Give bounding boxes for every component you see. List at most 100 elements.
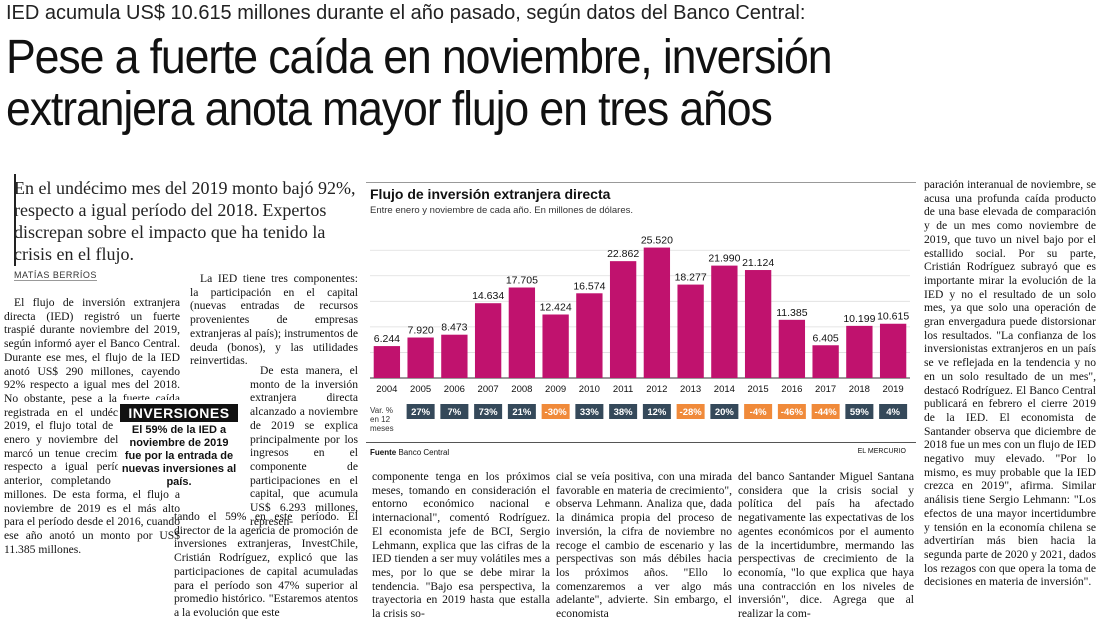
tick-label-2005: 2005 [410, 384, 431, 395]
variation-label-2009: -30% [545, 407, 568, 418]
value-label-2010: 16.574 [573, 280, 605, 292]
variation-label-2011: 38% [614, 407, 634, 418]
variation-box-2018 [845, 404, 874, 419]
variation-label-2019: 4% [886, 407, 900, 418]
value-label-2012: 25.520 [641, 235, 673, 247]
chart-plot: 6.244 2004 7.920 2005 8.473 2006 14.634 2007 17.… [370, 235, 910, 419]
tick-label-2004: 2004 [376, 384, 397, 395]
value-label-2004: 6.244 [374, 333, 400, 345]
tick-label-2006: 2006 [444, 384, 465, 395]
bar-2005 [407, 337, 434, 378]
column-2c-text: tando el 59% en este período. El directo… [174, 510, 358, 619]
variation-box-2005 [406, 404, 435, 419]
variation-label-2006: 7% [448, 407, 462, 418]
bar-2009 [542, 314, 569, 378]
tick-label-2011: 2011 [613, 384, 633, 395]
tick-label-2015: 2015 [748, 384, 769, 395]
value-label-2011: 22.862 [607, 248, 639, 260]
kicker: IED acumula US$ 10.615 millones durante … [6, 2, 806, 24]
column-4-text: cial se veía positiva, con una mirada fa… [556, 470, 732, 621]
inversiones-box: INVERSIONES El 59% de la IED a noviembre… [120, 404, 238, 489]
variation-box-2017 [811, 404, 840, 419]
variation-box-2007 [474, 404, 503, 419]
chart-top-rule [366, 182, 916, 183]
bar-2006 [441, 334, 468, 378]
ied-chart: Flujo de inversión extranjera directa En… [366, 182, 916, 466]
variation-label-2017: -44% [815, 407, 838, 418]
variation-label-2013: -28% [680, 407, 703, 418]
chart-credit: EL MERCURIO [857, 448, 906, 455]
column-2a-text: La IED tiene tres componentes: la partic… [190, 272, 358, 368]
variation-box-2014 [710, 404, 739, 419]
variation-box-2019 [879, 404, 908, 419]
bar-2014 [711, 265, 738, 378]
bar-2015 [744, 270, 772, 378]
column-5: del banco Santander Miguel Santana consi… [738, 470, 914, 621]
variation-label-2005: 27% [411, 407, 431, 418]
value-label-2006: 8.473 [441, 322, 467, 334]
tick-label-2017: 2017 [815, 384, 836, 395]
source-label: Fuente [370, 448, 397, 457]
value-label-2008: 17.705 [506, 275, 538, 287]
value-label-2005: 7.920 [407, 325, 433, 337]
variation-label-2014: 20% [715, 407, 735, 418]
column-5-text: del banco Santander Miguel Santana consi… [738, 470, 914, 621]
bar-2019 [879, 323, 907, 378]
variation-box-2016 [777, 404, 806, 419]
column-2c: tando el 59% en este período. El directo… [174, 510, 358, 620]
bar-2016 [778, 319, 806, 378]
bar-2017 [812, 345, 839, 378]
value-label-2007: 14.634 [472, 290, 504, 302]
column-2a: La IED tiene tres componentes: la partic… [190, 272, 358, 368]
source-name: Banco Central [398, 448, 450, 457]
value-label-2016: 11.385 [776, 307, 807, 319]
value-label-2013: 18.277 [675, 272, 707, 284]
value-label-2014: 21.990 [708, 253, 740, 265]
tick-label-2016: 2016 [781, 384, 802, 395]
variation-label-2008: 21% [512, 407, 532, 418]
bar-2007 [474, 303, 502, 378]
variation-box-2013 [676, 404, 705, 419]
box-text: El 59% de la IED a noviembre de 2019 fue… [121, 424, 237, 488]
variation-box-2011 [609, 404, 638, 419]
variation-label-2010: 33% [580, 407, 600, 418]
value-label-2019: 10.615 [877, 311, 909, 323]
tick-label-2018: 2018 [849, 384, 870, 395]
bar-2008 [508, 287, 536, 378]
column-2b-text: De esta manera, el monto de la inversión… [250, 364, 358, 528]
bar-2004 [373, 346, 401, 378]
headline: Pese a fuerte caída en noviembre, invers… [6, 31, 833, 136]
tick-label-2010: 2010 [579, 384, 600, 395]
chart-title: Flujo de inversión extranjera directa [370, 186, 611, 202]
bar-2018 [846, 325, 873, 378]
value-label-2017: 6.405 [812, 332, 838, 344]
tick-label-2013: 2013 [680, 384, 701, 395]
box-title: INVERSIONES [120, 404, 238, 422]
bar-2012 [643, 247, 671, 378]
chart-source: Fuente Banco Central [370, 448, 449, 457]
tick-label-2007: 2007 [478, 384, 499, 395]
column-6-text: paración interanual de noviembre, se acu… [924, 178, 1096, 589]
chart-bottom-rule [366, 442, 916, 443]
value-label-2018: 10.199 [843, 313, 875, 325]
deck-rule [14, 174, 16, 266]
variation-label-2018: 59% [850, 407, 870, 418]
value-label-2009: 12.424 [540, 301, 572, 313]
bar-2010 [576, 293, 603, 378]
inversiones-box-wrap: INVERSIONES El 59% de la IED a noviembre… [118, 400, 250, 490]
variation-label-2015: -4% [750, 407, 767, 418]
tick-label-2009: 2009 [545, 384, 566, 395]
byline: MATÍAS BERRÍOS [14, 270, 97, 281]
deck: En el undécimo mes del 2019 monto bajó 9… [14, 178, 356, 264]
variation-box-2006 [440, 404, 469, 419]
tick-label-2019: 2019 [883, 384, 904, 395]
tick-label-2014: 2014 [714, 384, 735, 395]
tick-label-2008: 2008 [511, 384, 532, 395]
variation-label-2007: 73% [479, 407, 499, 418]
variation-box-2010 [575, 404, 604, 419]
column-3-text: componente tenga en los próximos meses, … [372, 470, 550, 621]
variation-label-2012: 12% [647, 407, 667, 418]
tick-label-2012: 2012 [646, 384, 667, 395]
variation-box-2015 [744, 404, 773, 419]
value-label-2015: 21.124 [742, 257, 774, 269]
